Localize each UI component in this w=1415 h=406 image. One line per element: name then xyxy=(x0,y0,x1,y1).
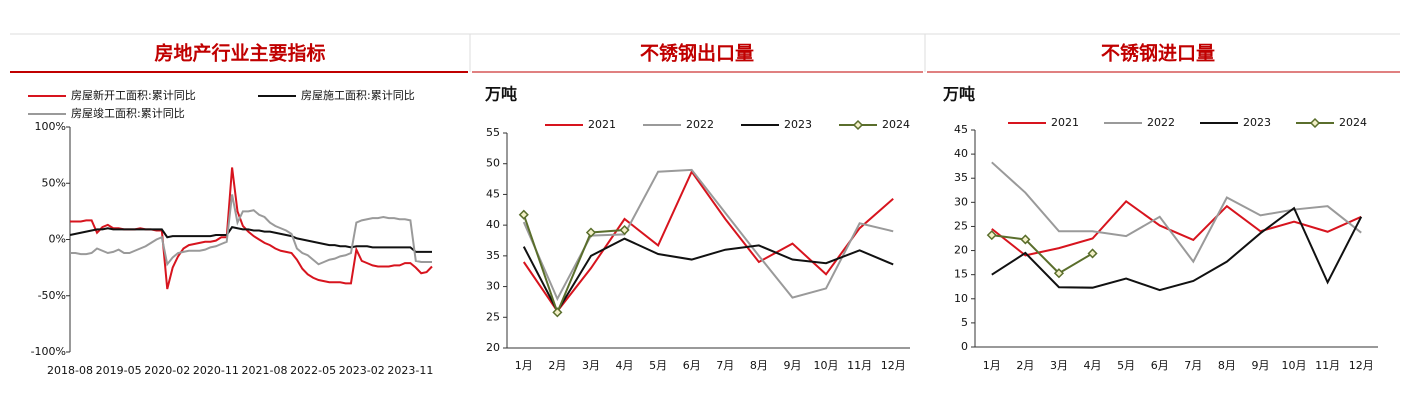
y-tick-label: 15 xyxy=(954,268,968,281)
y-axis-unit: 万吨 xyxy=(484,85,517,104)
series-line xyxy=(69,226,432,253)
x-tick-label: 2020-11 xyxy=(193,364,239,377)
panel-title: 房地产行业主要指标 xyxy=(154,42,325,65)
y-tick-label: 50% xyxy=(42,176,66,189)
x-tick-label: 2019-05 xyxy=(96,364,142,377)
series-line xyxy=(522,169,894,313)
x-tick-label: 11月 xyxy=(1315,359,1340,372)
x-tick-label: 9月 xyxy=(783,359,801,372)
x-tick-label: 10月 xyxy=(814,359,839,372)
y-tick-label: 25 xyxy=(486,310,500,323)
series-line xyxy=(522,237,894,314)
x-tick-label: 12月 xyxy=(881,359,906,372)
y-tick-label: 50 xyxy=(486,157,500,170)
series-line xyxy=(991,200,1362,257)
y-tick-label: 45 xyxy=(486,187,500,200)
series-line xyxy=(991,206,1363,292)
y-tick-label: 35 xyxy=(486,249,500,262)
x-tick-label: 10月 xyxy=(1282,359,1307,372)
x-tick-label: 2月 xyxy=(548,359,566,372)
panel-title: 不锈钢出口量 xyxy=(640,42,754,65)
legend-label: 2021 xyxy=(588,118,616,131)
legend-marker xyxy=(1309,117,1321,129)
panel-title: 不锈钢进口量 xyxy=(1101,43,1215,65)
series-line xyxy=(522,168,894,302)
marker xyxy=(1053,268,1065,279)
x-tick-label: 7月 xyxy=(716,359,734,372)
y-tick-label: 40 xyxy=(954,147,968,160)
x-tick-label: 8月 xyxy=(1218,359,1236,372)
marker xyxy=(552,307,563,318)
y-tick-label: 25 xyxy=(954,219,968,232)
legend-label: 房屋竣工面积:累计同比 xyxy=(71,106,185,120)
legend-label: 2021 xyxy=(1051,116,1079,129)
y-tick-label: 0% xyxy=(49,233,66,246)
series-line xyxy=(522,214,625,316)
legend-marker xyxy=(852,119,864,131)
y-tick-label: 55 xyxy=(486,126,500,139)
x-tick-label: 2018-08 xyxy=(47,364,93,377)
x-tick-label: 2023-11 xyxy=(387,364,433,377)
y-tick-label: 100% xyxy=(35,120,66,133)
marker xyxy=(1020,234,1031,245)
x-tick-label: 2023-02 xyxy=(339,364,385,377)
marker xyxy=(585,227,597,238)
marker xyxy=(619,224,630,236)
y-axis-unit: 万吨 xyxy=(942,85,975,104)
series-line xyxy=(991,234,1094,275)
x-tick-label: 5月 xyxy=(649,359,667,372)
marker xyxy=(986,230,997,241)
legend-label: 2022 xyxy=(686,118,714,131)
legend-label: 2023 xyxy=(784,118,812,131)
legend-label: 2023 xyxy=(1243,116,1271,129)
y-tick-label: 30 xyxy=(954,195,968,208)
legend-label: 2022 xyxy=(1147,116,1175,129)
y-tick-label: 20 xyxy=(486,341,500,354)
y-tick-label: 5 xyxy=(961,316,968,329)
marker xyxy=(1087,248,1098,259)
x-tick-label: 3月 xyxy=(1050,359,1068,372)
legend-label: 房屋新开工面积:累计同比 xyxy=(71,88,196,102)
legend-label: 2024 xyxy=(1339,116,1367,129)
x-tick-label: 2020-02 xyxy=(144,364,190,377)
x-tick-label: 11月 xyxy=(847,359,872,372)
x-tick-label: 2021-08 xyxy=(242,364,288,377)
x-tick-label: 7月 xyxy=(1184,359,1202,372)
y-tick-label: 45 xyxy=(954,123,968,136)
x-tick-label: 8月 xyxy=(750,359,768,372)
x-tick-label: 1月 xyxy=(983,359,1001,372)
y-tick-label: 0 xyxy=(961,340,968,353)
y-tick-label: 20 xyxy=(954,244,968,257)
marker xyxy=(518,209,529,220)
x-tick-label: 12月 xyxy=(1349,359,1374,372)
x-tick-label: 4月 xyxy=(1084,359,1102,372)
y-tick-label: -100% xyxy=(31,345,66,358)
y-tick-label: 35 xyxy=(954,171,968,184)
x-tick-label: 6月 xyxy=(683,359,701,372)
x-tick-label: 2022-05 xyxy=(290,364,336,377)
y-tick-label: 40 xyxy=(486,218,500,231)
x-tick-label: 6月 xyxy=(1151,359,1169,372)
y-tick-label: 10 xyxy=(954,292,968,305)
x-tick-label: 3月 xyxy=(582,359,600,372)
x-tick-label: 1月 xyxy=(515,359,533,372)
x-tick-label: 4月 xyxy=(616,359,634,372)
series-line xyxy=(70,167,433,290)
y-tick-label: 30 xyxy=(486,280,500,293)
legend-label: 房屋施工面积:累计同比 xyxy=(301,89,415,102)
series-line xyxy=(991,161,1362,264)
x-tick-label: 9月 xyxy=(1251,359,1269,372)
x-tick-label: 2月 xyxy=(1016,359,1034,372)
x-tick-label: 5月 xyxy=(1117,359,1135,372)
legend-label: 2024 xyxy=(882,118,910,131)
y-tick-label: -50% xyxy=(38,289,66,302)
series-line xyxy=(70,194,432,267)
